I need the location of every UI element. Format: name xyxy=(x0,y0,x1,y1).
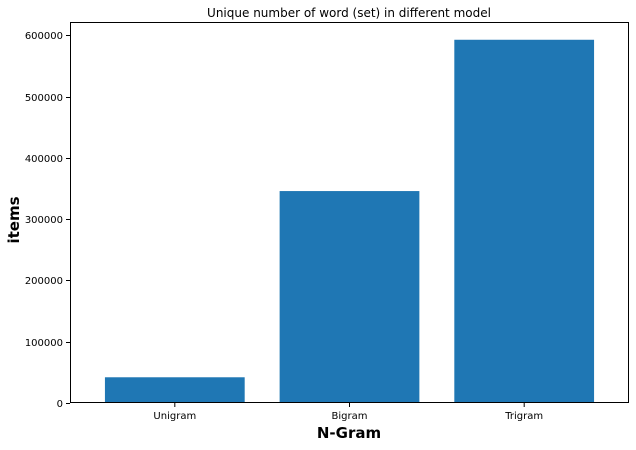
x-axis-ticks: Unigram Bigram Trigram xyxy=(153,403,543,422)
y-tick-label: 600000 xyxy=(25,31,63,42)
y-axis-title: items xyxy=(5,196,23,243)
x-tick-label: Bigram xyxy=(332,411,368,422)
y-tick-label: 400000 xyxy=(25,154,63,165)
x-tick-label: Unigram xyxy=(153,411,196,422)
y-tick-label: 100000 xyxy=(25,338,63,349)
y-tick-label: 0 xyxy=(57,399,63,410)
y-axis-ticks: 0 100000 200000 300000 400000 500000 600000 xyxy=(25,31,70,410)
y-tick-label: 500000 xyxy=(25,93,63,104)
x-tick-label: Trigram xyxy=(504,411,543,422)
bars-layer xyxy=(104,39,595,403)
bar-trigram xyxy=(454,39,595,403)
bar-unigram xyxy=(104,377,245,403)
chart-title: Unique number of word (set) in different… xyxy=(207,6,491,20)
y-tick-label: 300000 xyxy=(25,215,63,226)
plot-frame xyxy=(70,22,629,403)
x-axis-title: N-Gram xyxy=(317,424,381,442)
bar-bigram xyxy=(279,191,420,403)
y-tick-label: 200000 xyxy=(25,276,63,287)
